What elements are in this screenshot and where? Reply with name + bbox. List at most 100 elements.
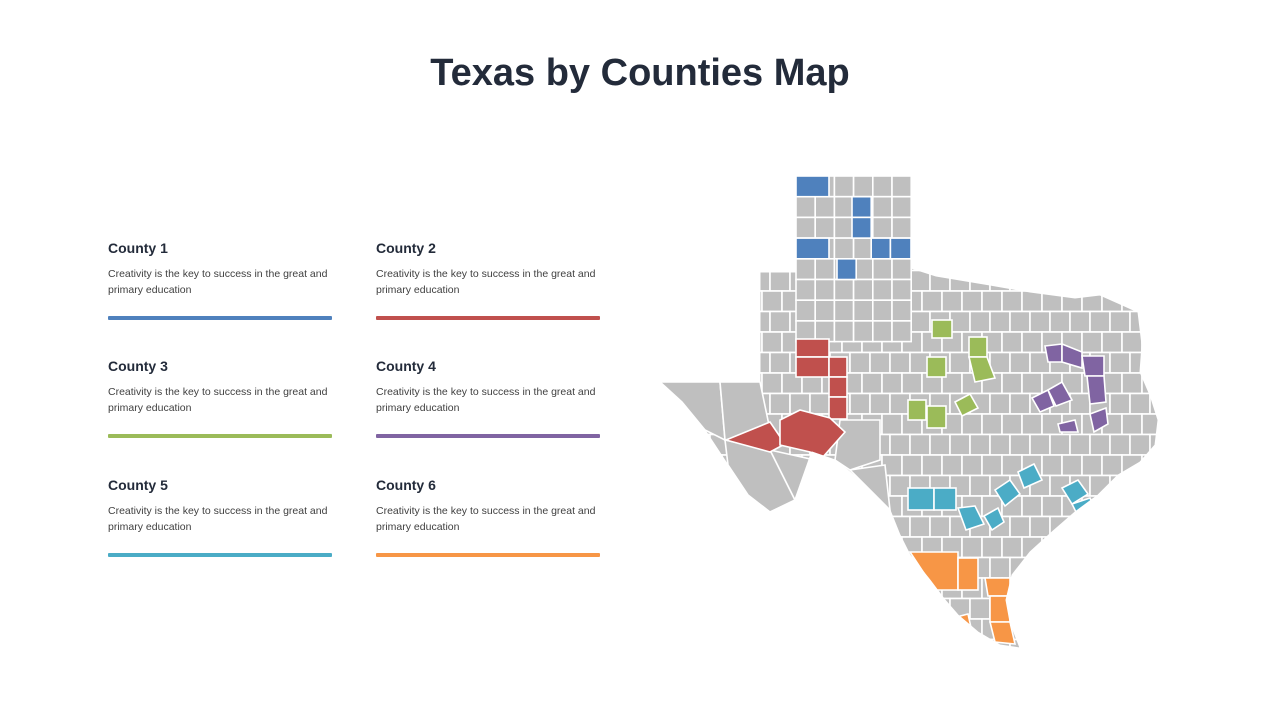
county [1129, 556, 1151, 579]
legend-item-description: Creativity is the key to success in the … [108, 268, 328, 296]
county [669, 310, 691, 333]
county [1009, 515, 1031, 538]
county [1041, 577, 1063, 600]
county [881, 413, 903, 436]
county [729, 187, 751, 210]
legend-item-county-1: County 1 Creativity is the key to succes… [108, 240, 333, 320]
county [1149, 269, 1158, 292]
county [969, 597, 991, 620]
county [689, 351, 711, 374]
legend-item-title: County 3 [108, 358, 168, 374]
county-2-region [828, 376, 848, 398]
county-3-region [967, 356, 997, 383]
county [669, 474, 691, 497]
county [852, 237, 874, 260]
county [1061, 577, 1083, 600]
county [941, 208, 963, 231]
county [1001, 290, 1023, 313]
county [1069, 310, 1091, 333]
county-5-region [907, 487, 935, 511]
county [814, 299, 836, 322]
county [681, 331, 703, 354]
county [909, 638, 931, 648]
county [660, 290, 663, 313]
county [941, 618, 963, 641]
county [949, 187, 971, 210]
county [689, 433, 711, 456]
county [709, 269, 731, 292]
county [661, 290, 683, 313]
county [861, 372, 883, 395]
county [861, 577, 883, 600]
county [1149, 638, 1158, 648]
county [729, 310, 751, 333]
county [891, 278, 913, 302]
county [921, 176, 943, 190]
county [1089, 310, 1111, 333]
county [1069, 228, 1091, 251]
county [871, 195, 893, 219]
county [660, 351, 671, 374]
county-3-region [926, 356, 947, 378]
legend-item-title: County 6 [376, 477, 436, 493]
county [701, 618, 723, 641]
county [929, 187, 951, 210]
legend-color-bar [376, 316, 600, 320]
county [1069, 556, 1091, 579]
county [660, 556, 671, 579]
county [1141, 290, 1158, 313]
county [669, 597, 691, 620]
county [829, 556, 851, 579]
county [761, 618, 783, 641]
legend-item-county-2: County 2 Creativity is the key to succes… [376, 240, 601, 320]
county [1021, 249, 1043, 272]
county [801, 495, 823, 518]
county [909, 597, 931, 620]
county [1041, 249, 1063, 272]
county [1021, 208, 1043, 231]
county [1021, 372, 1043, 395]
county [689, 474, 711, 497]
county [869, 351, 891, 374]
county [849, 392, 871, 415]
county [829, 597, 851, 620]
county [889, 597, 911, 620]
county [1121, 413, 1143, 436]
county [1089, 597, 1111, 620]
county-1-region [851, 195, 873, 219]
county [1149, 310, 1158, 333]
county [709, 228, 731, 251]
county-3-region [926, 405, 947, 429]
county [729, 269, 751, 292]
county [660, 618, 663, 641]
county [769, 310, 791, 333]
county [871, 278, 893, 302]
county-4-region [1086, 375, 1107, 405]
county [1121, 618, 1143, 641]
county-3-region [953, 392, 980, 418]
county [901, 372, 923, 395]
county-5-region [1060, 478, 1090, 506]
county [848, 464, 892, 513]
county [709, 597, 731, 620]
county [871, 299, 893, 322]
county [833, 195, 855, 219]
county [1029, 638, 1051, 648]
county [891, 216, 913, 239]
county-2-region [795, 356, 830, 378]
county [869, 597, 891, 620]
county [852, 299, 874, 322]
county [1061, 618, 1083, 641]
county [1121, 495, 1143, 518]
county [809, 597, 831, 620]
county [1081, 331, 1103, 354]
county [660, 372, 663, 395]
county-1-region [795, 176, 830, 198]
county [821, 618, 843, 641]
county [1129, 392, 1151, 415]
county [869, 392, 891, 415]
county-6-region [988, 621, 1017, 645]
county [981, 454, 1003, 477]
county [769, 515, 791, 538]
county [833, 237, 855, 260]
